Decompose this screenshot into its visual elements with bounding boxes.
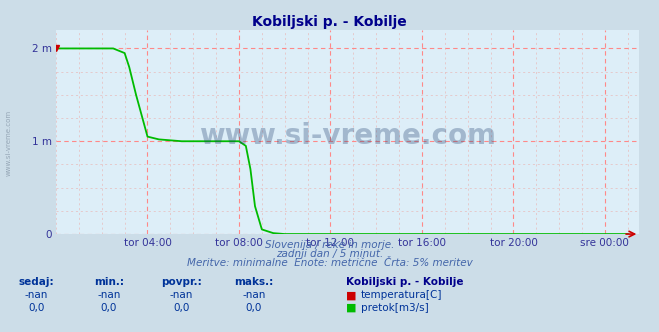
Text: 0,0: 0,0 bbox=[28, 303, 44, 313]
Text: 0,0: 0,0 bbox=[246, 303, 262, 313]
Text: 0,0: 0,0 bbox=[101, 303, 117, 313]
Text: min.:: min.: bbox=[94, 277, 124, 287]
Text: pretok[m3/s]: pretok[m3/s] bbox=[361, 303, 429, 313]
Text: ■: ■ bbox=[346, 303, 357, 313]
Text: -nan: -nan bbox=[169, 290, 193, 300]
Text: -nan: -nan bbox=[97, 290, 121, 300]
Text: maks.:: maks.: bbox=[234, 277, 273, 287]
Text: -nan: -nan bbox=[242, 290, 266, 300]
Text: temperatura[C]: temperatura[C] bbox=[361, 290, 443, 300]
Text: www.si-vreme.com: www.si-vreme.com bbox=[199, 122, 496, 150]
Text: 0,0: 0,0 bbox=[173, 303, 189, 313]
Text: -nan: -nan bbox=[24, 290, 48, 300]
Text: www.si-vreme.com: www.si-vreme.com bbox=[5, 110, 12, 176]
Text: Slovenija / reke in morje.: Slovenija / reke in morje. bbox=[265, 240, 394, 250]
Text: Kobiljski p. - Kobilje: Kobiljski p. - Kobilje bbox=[346, 277, 463, 287]
Text: ■: ■ bbox=[346, 290, 357, 300]
Text: povpr.:: povpr.: bbox=[161, 277, 202, 287]
Text: zadnji dan / 5 minut.: zadnji dan / 5 minut. bbox=[276, 249, 383, 259]
Text: sedaj:: sedaj: bbox=[18, 277, 54, 287]
Text: Kobiljski p. - Kobilje: Kobiljski p. - Kobilje bbox=[252, 15, 407, 29]
Text: Meritve: minimalne  Enote: metrične  Črta: 5% meritev: Meritve: minimalne Enote: metrične Črta:… bbox=[186, 258, 473, 268]
